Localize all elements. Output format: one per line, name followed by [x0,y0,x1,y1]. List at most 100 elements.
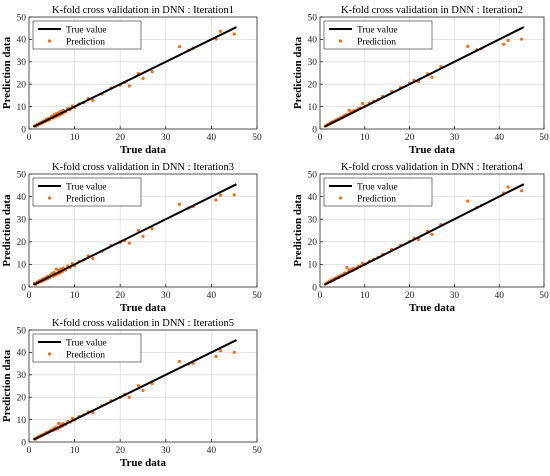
x-axis-label: True data [409,302,455,314]
x-tick-label: 30 [161,291,171,301]
legend: True value Prediction [323,177,433,207]
legend-label-true-value: True value [66,183,107,193]
y-tick-label: 0 [312,125,317,135]
chart-title: K-fold cross validation in DNN : Iterati… [52,5,234,16]
prediction-point [91,256,95,261]
y-tick-label: 40 [308,36,318,46]
prediction-point [218,349,223,353]
y-tick-label: 50 [308,13,318,23]
x-tick-label: 20 [115,291,125,301]
axes-frame [319,173,545,288]
y-tick-label: 10 [17,103,27,113]
prediction-point [345,265,349,270]
y-tick-label: 40 [17,193,27,203]
x-tick-label: 0 [318,291,323,301]
chart-title: K-fold cross validation in DNN : Iterati… [52,162,234,173]
axes-frame [319,16,545,130]
legend-swatch-prediction [47,39,52,43]
legend-box [323,20,433,50]
y-axis-label: Prediction data [292,36,304,109]
chart-title: K-fold cross validation in DNN : Iterati… [52,318,234,329]
y-tick-label: 20 [308,238,318,248]
legend-swatch-prediction [47,196,52,200]
x-axis-label: True data [409,144,455,156]
prediction-point [466,199,470,203]
legend: True value Prediction [32,20,142,50]
y-tick-label: 50 [308,170,318,180]
chart-panel-2: 0 10 20 30 40 50 0 10 20 30 40 50 K-fold cross valid… [292,5,549,156]
prediction-point [502,42,506,46]
prediction-point [520,37,524,41]
legend-swatch-prediction [338,39,343,43]
x-tick-label: 10 [70,291,80,301]
x-tick-label: 10 [360,291,370,301]
legend: True value Prediction [323,20,433,50]
y-tick-label: 0 [312,283,317,293]
prediction-point [466,44,470,48]
x-tick-label: 50 [539,133,549,143]
axes-frame [28,16,258,130]
y-tick-label: 0 [21,438,26,448]
chart-title: K-fold cross validation in DNN : Iterati… [341,5,523,16]
prediction-point [430,75,434,79]
chart-panel-5: 0 10 20 30 40 50 0 10 20 30 40 50 K-fold cross valid… [1,318,262,469]
y-axis-label: Prediction data [1,194,13,267]
x-tick-label: 50 [252,291,262,301]
x-tick-label: 30 [161,446,171,456]
x-tick-label: 10 [70,133,80,143]
x-tick-label: 30 [450,291,460,301]
x-tick-label: 0 [27,291,32,301]
legend-label-prediction: Prediction [66,38,105,48]
prediction-point [127,395,131,399]
true-value-line [33,26,237,128]
chart-panel-3: 0 10 20 30 40 50 0 10 20 30 40 50 K-fold cross valid… [1,162,262,314]
prediction-point [150,227,154,231]
prediction-point [214,198,218,202]
legend-label-true-value: True value [357,183,398,193]
legend-label-prediction: Prediction [357,195,396,205]
x-tick-label: 20 [115,133,125,143]
true-value-line [324,183,525,286]
prediction-point [218,193,223,197]
legend-box [32,333,142,363]
x-tick-label: 0 [318,133,323,143]
legend-label-prediction: Prediction [357,38,396,48]
y-tick-label: 10 [308,261,318,271]
legend-swatch-prediction [338,196,343,200]
legend: True value Prediction [32,333,142,363]
axes-frame [28,329,258,443]
legend-label-prediction: Prediction [66,351,105,361]
y-tick-label: 50 [17,170,27,180]
prediction-point [70,416,74,420]
y-tick-label: 0 [21,283,26,293]
true-value-line [324,26,525,128]
x-tick-label: 0 [27,446,32,456]
prediction-point [141,76,145,80]
y-tick-label: 0 [21,125,26,135]
x-axis-label: True data [120,457,166,469]
x-tick-label: 20 [405,133,415,143]
prediction-point [347,108,351,112]
x-tick-label: 50 [539,291,549,301]
y-tick-label: 40 [17,349,27,359]
y-tick-label: 30 [17,58,27,68]
prediction-point [430,232,434,236]
prediction-point [232,32,236,36]
legend-box [323,177,433,207]
y-axis-label: Prediction data [292,194,304,267]
x-axis-label: True data [120,144,166,156]
prediction-point [177,44,182,49]
x-tick-label: 40 [494,133,504,143]
x-tick-label: 30 [161,133,171,143]
y-tick-label: 30 [17,216,27,226]
x-tick-label: 10 [70,446,80,456]
true-value-line [33,183,237,286]
chart-panel-4: 0 10 20 30 40 50 0 10 20 30 40 50 K-fold cross valid… [292,162,549,314]
y-tick-label: 20 [17,238,27,248]
prediction-point [127,84,131,88]
x-tick-label: 40 [207,133,217,143]
x-tick-label: 20 [405,291,415,301]
axes-frame [28,173,258,288]
y-tick-label: 40 [17,36,27,46]
